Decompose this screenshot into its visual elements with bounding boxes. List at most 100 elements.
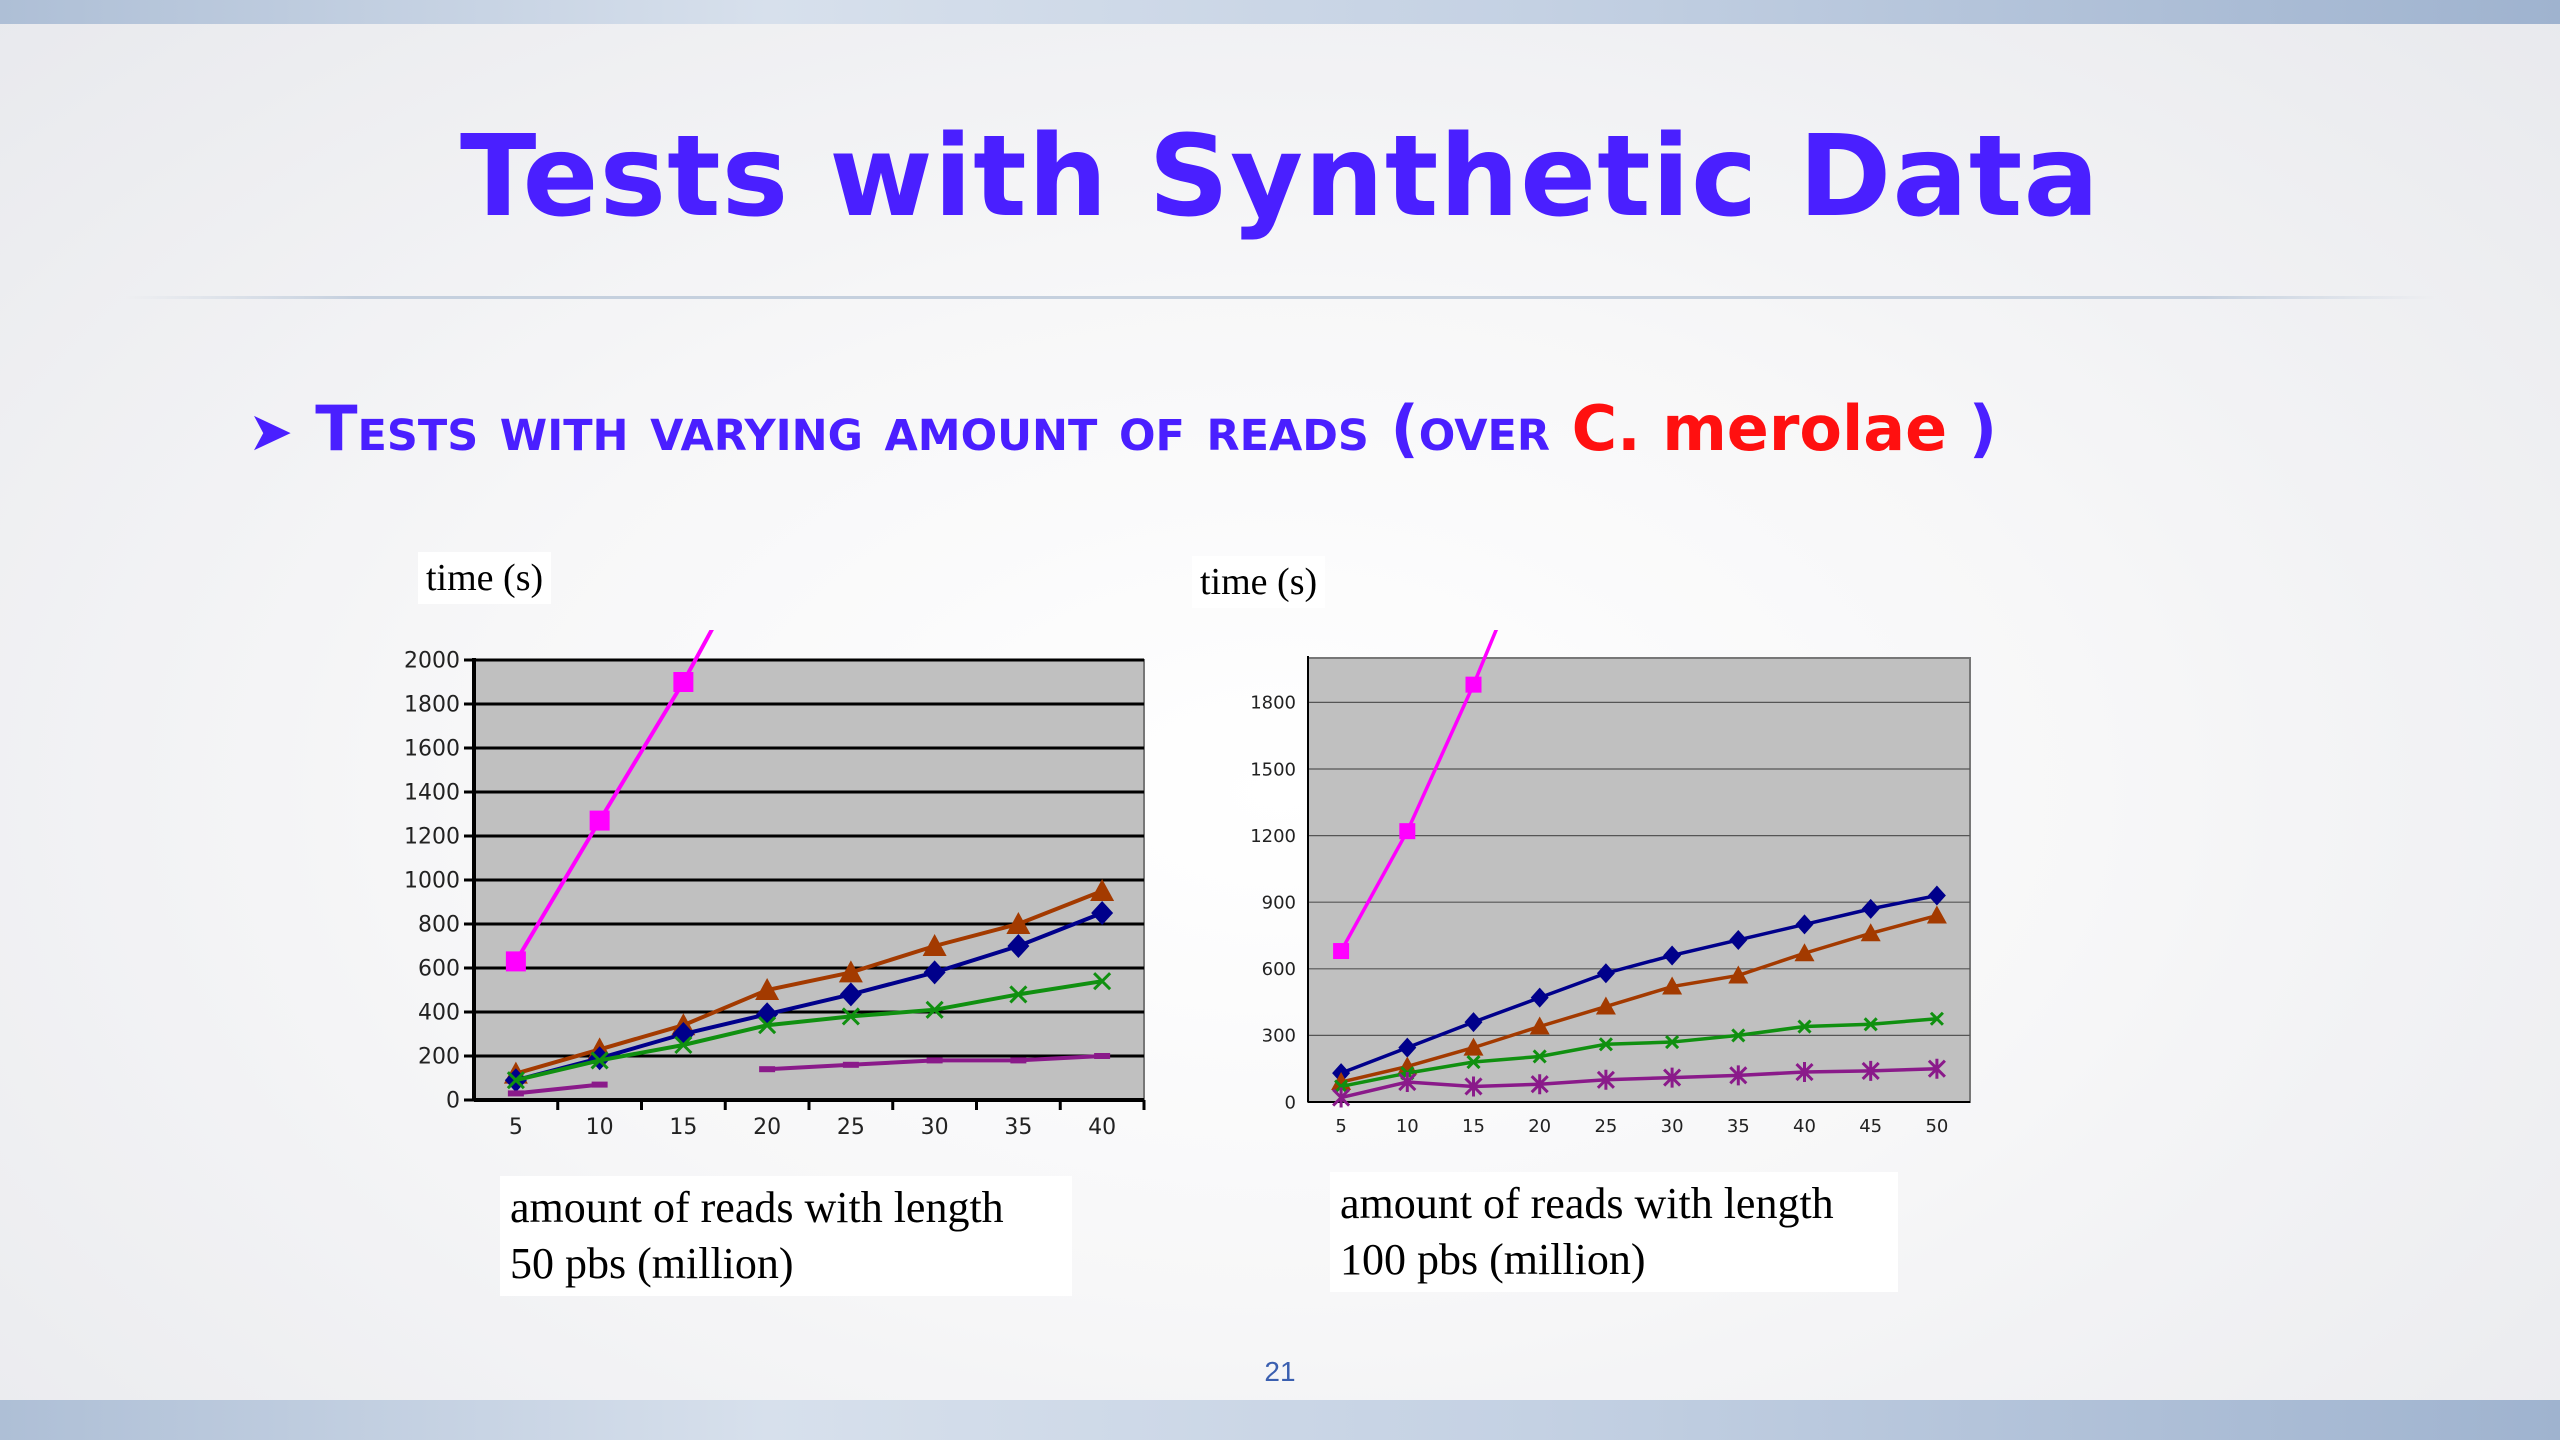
chart2-ylabel: time (s) [1200, 561, 1318, 603]
chart1-series-line [515, 889, 1103, 1076]
chart2-data-point [1530, 987, 1549, 1008]
chart1-ytick-label: 1000 [404, 869, 460, 894]
chart1-series-line [515, 979, 1103, 1083]
top-decorative-band [0, 0, 2560, 24]
chart1-data-point [590, 1051, 609, 1070]
chart1-data-point [1006, 912, 1031, 934]
chart1-data-point [1093, 972, 1112, 991]
chart2-xtick-label: 50 [1925, 1116, 1948, 1137]
chart2-series-line [1340, 913, 1938, 1084]
chart2-data-point [1464, 1076, 1483, 1097]
chart1-data-point [589, 810, 610, 831]
chart1-data-point [926, 1057, 943, 1064]
chart2-data-point [1728, 965, 1749, 984]
chart2-series-line [1340, 1066, 1937, 1100]
chart1-data-point [507, 1090, 524, 1097]
chart2-xtick-label: 15 [1462, 1116, 1485, 1137]
chart1-data-point [755, 978, 780, 1000]
chart1-xtick-label: 35 [1004, 1115, 1032, 1140]
chart2-data-point [1797, 1019, 1812, 1034]
chart1-ytick-label: 1600 [404, 737, 460, 762]
chart2-xlabel-box: amount of reads with length 100 pbs (mil… [1330, 1172, 1898, 1292]
chart2-ytick-label: 900 [1262, 893, 1296, 914]
slide-title: Tests with Synthetic Data [459, 112, 2101, 242]
chart1-data-point [1091, 901, 1114, 925]
chart2-data-point [1466, 1054, 1481, 1070]
chart2-xtick-label: 40 [1793, 1116, 1816, 1137]
chart1-series-group [503, 630, 1115, 1097]
chart2-data-point [1927, 885, 1946, 906]
chart2-xlabel-line1: amount of reads with length [1340, 1179, 1834, 1228]
chart2-series-line [1339, 630, 1499, 952]
chart1-data-point [1090, 879, 1115, 901]
chart1-xlabel-box: amount of reads with length 50 pbs (mill… [500, 1176, 1072, 1296]
organism-name: C. merolae [1571, 392, 1948, 465]
bullet-close: ) [1947, 392, 1998, 465]
chart2-xtick-label: 10 [1396, 1116, 1419, 1137]
chart1-xtick-label: 15 [669, 1115, 697, 1140]
chart1-data-point [1010, 1057, 1027, 1064]
chart2-data-point [1530, 1074, 1549, 1095]
chart2-data-point [1731, 1028, 1746, 1043]
chart2-data-point [1926, 905, 1947, 924]
chart1-data-point [673, 672, 694, 692]
chart2-series-line [1340, 1017, 1938, 1089]
chart1-xtick-label: 25 [837, 1115, 865, 1140]
arrow-bullet-icon: ➤ [248, 400, 294, 463]
bullet-point: ➤ Tests with varying amount of reads (ove… [248, 392, 1997, 465]
chart2-data-point [1929, 1011, 1944, 1026]
chart2-data-point [1529, 1016, 1550, 1035]
chart1-data-point [758, 1016, 777, 1035]
chart1-data-point [838, 960, 863, 983]
chart1-data-point [506, 1071, 525, 1090]
chart2-xtick-label: 25 [1594, 1116, 1617, 1137]
chart1-ylabel: time (s) [426, 557, 544, 599]
chart1-ytick-label: 0 [446, 1089, 460, 1114]
chart2-data-point [1795, 1062, 1814, 1083]
chart2-data-point [1663, 945, 1682, 966]
chart2-data-point [1464, 1012, 1483, 1033]
chart2-data-point [1795, 914, 1814, 935]
chart1-xtick-label: 20 [753, 1115, 781, 1140]
chart1-data-point [839, 982, 862, 1007]
chart2-ytick-label: 600 [1262, 959, 1296, 980]
chart2-data-point [1665, 1034, 1680, 1050]
chart1-data-point [925, 1000, 944, 1019]
chart2-plot-area [1307, 657, 1971, 1103]
chart2-data-point [1861, 1060, 1880, 1081]
chart1-series-line [515, 1082, 600, 1096]
bullet-text: Tests with varying amount of reads (over [315, 392, 1572, 465]
chart2-data-point [1663, 1067, 1682, 1088]
chart2-xtick-label: 5 [1335, 1116, 1346, 1137]
chart2-data-point [1863, 1017, 1878, 1032]
chart1-ytick-label: 1400 [404, 781, 460, 806]
chart1-xlabel-line1: amount of reads with length [510, 1183, 1004, 1232]
chart2-data-point [1332, 1087, 1351, 1108]
chart2-ytick-label: 1500 [1250, 759, 1296, 780]
chart2-data-point [1927, 1058, 1946, 1079]
chart2-data-point [1598, 1037, 1613, 1052]
chart2-data-point [1596, 1069, 1615, 1090]
chart2-data-point [1861, 898, 1880, 919]
chart1-ylabel-box: time (s) [418, 552, 552, 604]
chart1-series-line [515, 911, 1103, 1083]
bottom-decorative-band [0, 1400, 2560, 1440]
chart2-series-group [1331, 630, 1947, 1108]
page-number: 21 [1264, 1356, 1296, 1387]
chart2-data-point [1794, 943, 1815, 962]
chart1-data-point [1007, 934, 1030, 958]
chart2-xtick-label: 20 [1528, 1116, 1551, 1137]
title-divider [125, 296, 2435, 299]
chart1-data-point [923, 960, 946, 985]
chart1-ytick-label: 200 [418, 1045, 460, 1070]
chart1-xtick-label: 10 [586, 1115, 614, 1140]
chart2-data-point [1465, 676, 1482, 693]
chart1-ytick-label: 400 [418, 1001, 460, 1026]
chart2-ytick-label: 1200 [1250, 826, 1296, 847]
chart2-ytick-label: 300 [1262, 1026, 1296, 1047]
chart2-data-point [1398, 1037, 1417, 1058]
chart2-ytick-label: 0 [1285, 1092, 1296, 1113]
chart2-xtick-label: 45 [1859, 1116, 1882, 1137]
chart2-line-chart: 0 300 600 900 1200 1500 1800 5 10 15 20 25 30 35 40 45 5… [1250, 630, 1971, 1137]
chart1-xtick-label: 40 [1088, 1115, 1116, 1140]
